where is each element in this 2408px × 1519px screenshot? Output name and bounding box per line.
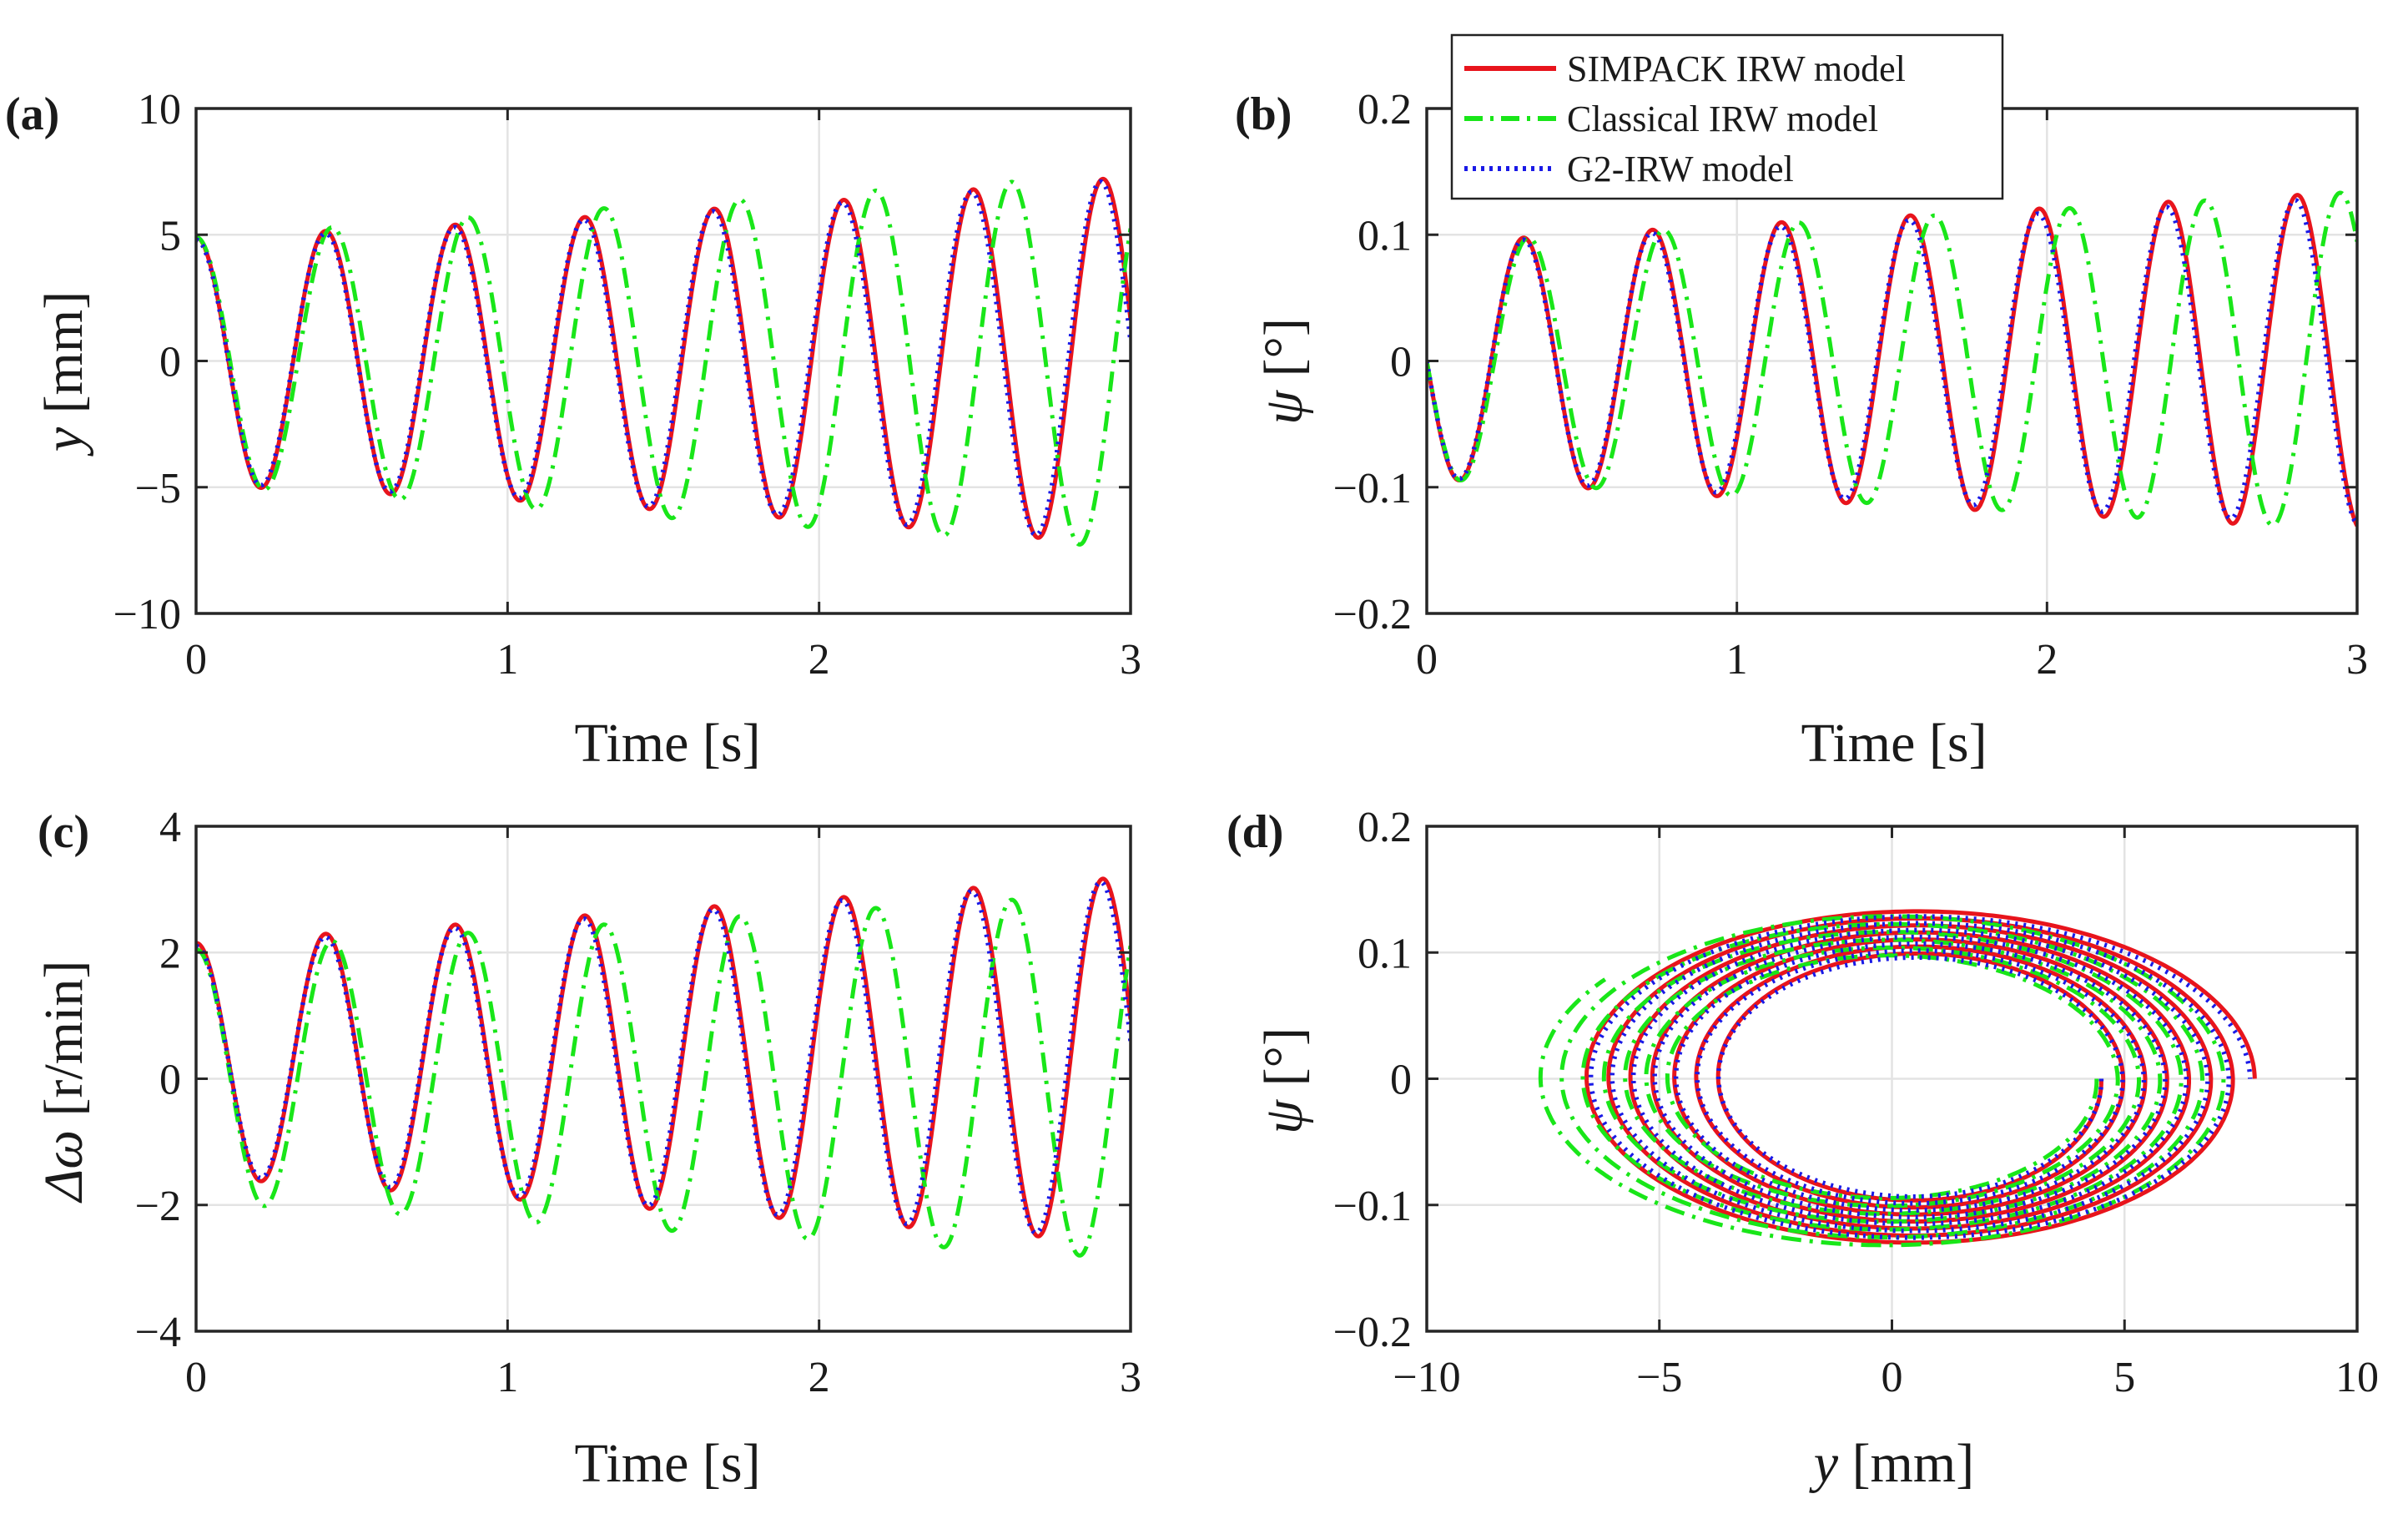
y-tick-label-a-2: 0	[159, 339, 181, 386]
y-axis-label-b: ψ [°]	[1253, 318, 1314, 425]
y-axis-label-a: y [mm]	[33, 291, 94, 457]
panel-label-d: (d)	[1227, 806, 1283, 858]
x-axis-label-d-symbol: y	[1809, 1433, 1839, 1494]
x-tick-label-c-0: 0	[185, 1354, 207, 1401]
y-tick-label-d-3: 0.1	[1358, 930, 1412, 977]
x-axis-label-b: Time [s]	[1801, 713, 1987, 774]
legend-entry-simpack: SIMPACK IRW model	[1567, 48, 1906, 89]
y-axis-label-b-symbol: ψ	[1253, 390, 1314, 425]
y-axis-label-d: ψ [°]	[1253, 1027, 1314, 1134]
series-line-b-g2-irw-model	[1427, 198, 2357, 527]
x-tick-label-d-0: −10	[1393, 1354, 1460, 1401]
series-line-a-classical-irw-model	[196, 179, 1131, 547]
series-line-c-classical-irw-model	[196, 897, 1131, 1258]
y-axis-label-c: Δω [r/min]	[33, 961, 94, 1204]
y-tick-label-a-4: 10	[138, 86, 181, 134]
y-tick-label-d-0: −0.2	[1333, 1309, 1412, 1356]
y-tick-label-b-2: 0	[1390, 339, 1412, 386]
x-tick-label-c-1: 1	[496, 1354, 518, 1401]
y-tick-label-d-1: −0.1	[1333, 1183, 1412, 1230]
x-tick-label-a-1: 1	[496, 636, 518, 684]
y-tick-label-b-0: −0.2	[1333, 591, 1412, 638]
panel-label-c: (c)	[38, 806, 89, 858]
y-axis-label-d-unit: [°]	[1253, 1027, 1314, 1100]
y-tick-label-b-3: 0.1	[1358, 212, 1412, 260]
panel-d: (d) ψ [°] y [mm] −10 −5 0 5 10 −0.2 −0.1 0 0.1 0.…	[1227, 804, 2379, 1494]
y-axis-label-b-unit: [°]	[1253, 318, 1314, 391]
legend: SIMPACK IRW model Classical IRW model G2…	[1450, 33, 2004, 200]
x-tick-label-a-0: 0	[185, 636, 207, 684]
x-axis-label-d: y [mm]	[1809, 1433, 1974, 1494]
y-axis-label-a-symbol: y	[33, 426, 94, 457]
series-group-b	[1427, 190, 2357, 527]
x-tick-label-b-1: 1	[1726, 636, 1748, 684]
y-axis-label-c-symbol: Δω	[33, 1130, 94, 1204]
x-tick-label-b-3: 3	[2346, 636, 2368, 684]
legend-entry-classical: Classical IRW model	[1567, 98, 1878, 139]
y-tick-label-d-4: 0.2	[1358, 804, 1412, 851]
y-tick-label-c-1: −2	[135, 1183, 181, 1230]
x-tick-label-b-2: 2	[2036, 636, 2058, 684]
x-axis-label-c: Time [s]	[574, 1433, 760, 1494]
panel-c: (c) Δω [r/min] Time [s] 0 1 2 3 −4 −2 0 2 4	[33, 804, 1141, 1494]
x-tick-label-c-2: 2	[809, 1354, 830, 1401]
series-group-c	[196, 876, 1131, 1258]
series-group-d	[1538, 909, 2257, 1248]
x-tick-label-d-1: −5	[1636, 1354, 1682, 1401]
x-tick-label-d-3: 5	[2113, 1354, 2135, 1401]
x-axis-label-a: Time [s]	[574, 713, 760, 774]
y-tick-label-c-2: 0	[159, 1057, 181, 1104]
series-line-a-simpack-irw-model	[196, 176, 1131, 540]
y-tick-label-c-0: −4	[135, 1309, 181, 1356]
x-tick-label-b-0: 0	[1416, 636, 1438, 684]
x-tick-label-c-3: 3	[1120, 1354, 1141, 1401]
x-tick-label-d-4: 10	[2335, 1354, 2379, 1401]
x-axis-label-d-unit: [mm]	[1838, 1433, 1974, 1494]
y-axis-label-c-unit: [r/min]	[33, 961, 94, 1130]
x-tick-label-a-2: 2	[809, 636, 830, 684]
series-line-d-simpack-irw-model	[1584, 909, 2257, 1245]
y-tick-label-a-3: 5	[159, 212, 181, 260]
x-tick-label-a-3: 3	[1120, 636, 1141, 684]
y-tick-label-b-1: −0.1	[1333, 465, 1412, 512]
y-tick-label-a-1: −5	[135, 465, 181, 512]
panel-label-a: (a)	[5, 88, 59, 140]
y-tick-label-d-2: 0	[1390, 1057, 1412, 1104]
y-axis-label-d-symbol: ψ	[1253, 1099, 1314, 1134]
series-line-c-simpack-irw-model	[196, 876, 1131, 1239]
y-tick-label-a-0: −10	[113, 591, 181, 638]
panel-a: (a) y [mm] Time [s] 0 1 2 3 −10 −5 0 5 10	[5, 86, 1141, 774]
y-tick-label-c-4: 4	[159, 804, 181, 851]
x-tick-label-d-2: 0	[1882, 1354, 1903, 1401]
series-line-b-classical-irw-model	[1427, 190, 2357, 527]
legend-entry-g2: G2-IRW model	[1567, 149, 1794, 189]
y-tick-label-b-4: 0.2	[1358, 86, 1412, 134]
series-group-a	[196, 176, 1131, 547]
series-line-c-g2-irw-model	[196, 880, 1131, 1236]
y-tick-label-c-3: 2	[159, 930, 181, 977]
y-axis-label-a-unit: [mm]	[33, 291, 94, 427]
panel-label-b: (b)	[1235, 88, 1292, 140]
series-line-d-classical-irw-model	[1538, 914, 2226, 1248]
